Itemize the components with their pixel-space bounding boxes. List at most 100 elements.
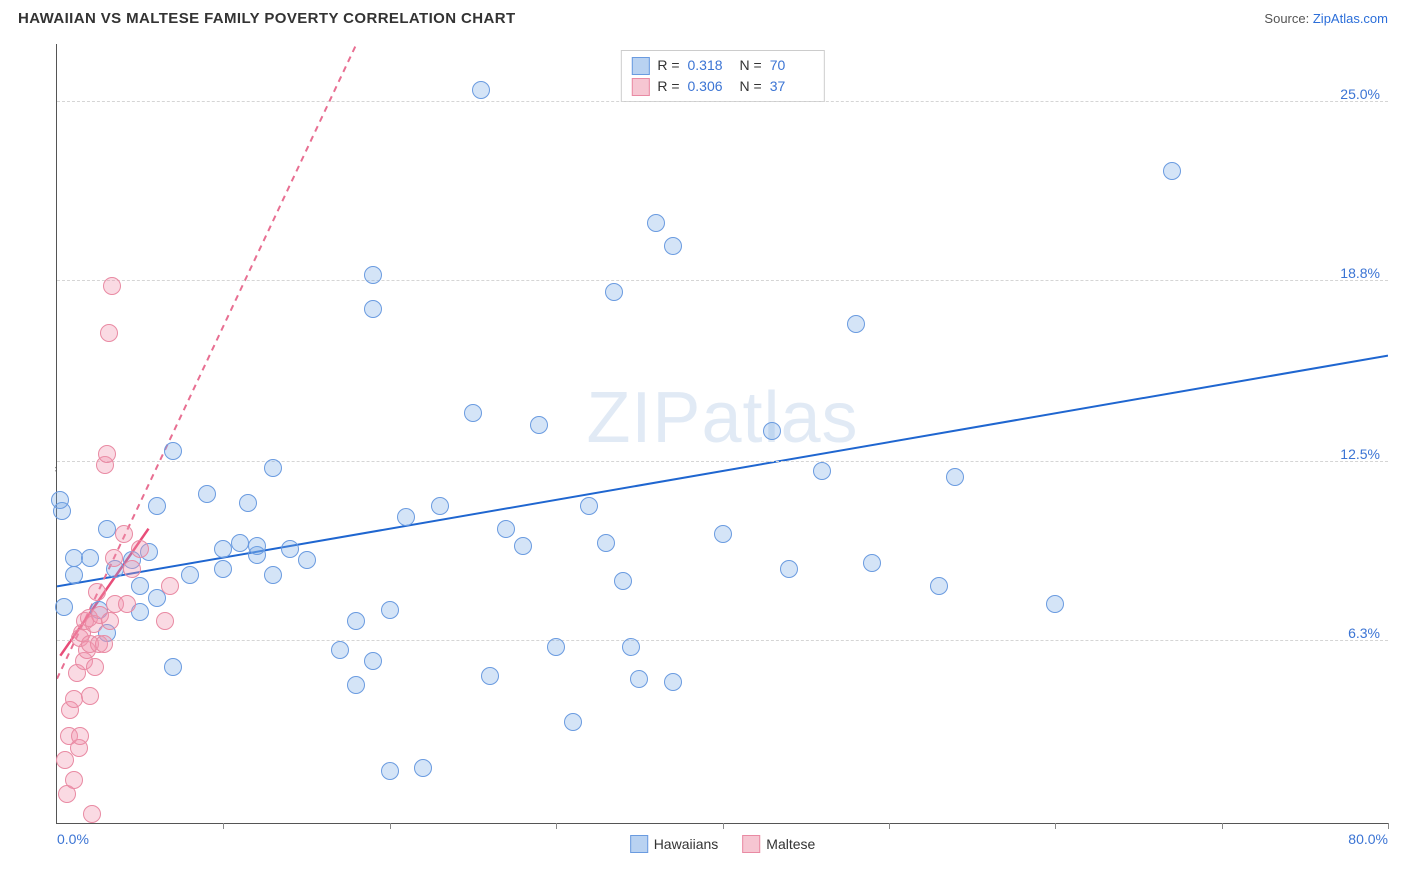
data-point bbox=[239, 494, 257, 512]
data-point bbox=[714, 525, 732, 543]
x-tick bbox=[556, 823, 557, 829]
data-point bbox=[397, 508, 415, 526]
stats-row: R =0.318N =70 bbox=[631, 55, 813, 76]
data-point bbox=[347, 612, 365, 630]
data-point bbox=[347, 676, 365, 694]
x-min-label: 0.0% bbox=[57, 831, 89, 847]
gridline bbox=[57, 280, 1388, 281]
data-point bbox=[381, 762, 399, 780]
data-point bbox=[65, 549, 83, 567]
data-point bbox=[161, 577, 179, 595]
data-point bbox=[381, 601, 399, 619]
data-point bbox=[86, 658, 104, 676]
source-attribution: Source: ZipAtlas.com bbox=[1264, 11, 1388, 26]
data-point bbox=[530, 416, 548, 434]
data-point bbox=[231, 534, 249, 552]
chart-title: HAWAIIAN VS MALTESE FAMILY POVERTY CORRE… bbox=[18, 10, 516, 27]
data-point bbox=[95, 635, 113, 653]
data-point bbox=[514, 537, 532, 555]
data-point bbox=[131, 577, 149, 595]
gridline bbox=[57, 101, 1388, 102]
data-point bbox=[481, 667, 499, 685]
legend-item: Maltese bbox=[742, 835, 815, 853]
x-tick bbox=[889, 823, 890, 829]
data-point bbox=[81, 549, 99, 567]
gridline bbox=[57, 640, 1388, 641]
data-point bbox=[156, 612, 174, 630]
data-point bbox=[472, 81, 490, 99]
data-point bbox=[946, 468, 964, 486]
data-point bbox=[214, 560, 232, 578]
data-point bbox=[664, 673, 682, 691]
x-tick bbox=[390, 823, 391, 829]
data-point bbox=[100, 324, 118, 342]
legend-swatch bbox=[742, 835, 760, 853]
data-point bbox=[597, 534, 615, 552]
data-point bbox=[414, 759, 432, 777]
data-point bbox=[547, 638, 565, 656]
y-tick-label: 25.0% bbox=[1340, 86, 1380, 102]
data-point bbox=[248, 537, 266, 555]
x-max-label: 80.0% bbox=[1348, 831, 1388, 847]
x-tick bbox=[1222, 823, 1223, 829]
y-tick-label: 6.3% bbox=[1348, 625, 1380, 641]
data-point bbox=[181, 566, 199, 584]
y-tick-label: 18.8% bbox=[1340, 265, 1380, 281]
data-point bbox=[331, 641, 349, 659]
data-point bbox=[264, 459, 282, 477]
data-point bbox=[65, 566, 83, 584]
data-point bbox=[115, 525, 133, 543]
legend-swatch bbox=[630, 835, 648, 853]
data-point bbox=[101, 612, 119, 630]
data-point bbox=[164, 442, 182, 460]
data-point bbox=[88, 583, 106, 601]
legend-item: Hawaiians bbox=[630, 835, 719, 853]
data-point bbox=[105, 549, 123, 567]
data-point bbox=[164, 658, 182, 676]
data-point bbox=[118, 595, 136, 613]
data-point bbox=[564, 713, 582, 731]
data-point bbox=[464, 404, 482, 422]
data-point bbox=[664, 237, 682, 255]
data-point bbox=[214, 540, 232, 558]
source-link[interactable]: ZipAtlas.com bbox=[1313, 11, 1388, 26]
data-point bbox=[580, 497, 598, 515]
data-point bbox=[497, 520, 515, 538]
x-tick bbox=[723, 823, 724, 829]
data-point bbox=[65, 690, 83, 708]
data-point bbox=[863, 554, 881, 572]
data-point bbox=[813, 462, 831, 480]
data-point bbox=[98, 445, 116, 463]
data-point bbox=[148, 497, 166, 515]
data-point bbox=[81, 687, 99, 705]
x-tick bbox=[1055, 823, 1056, 829]
data-point bbox=[364, 652, 382, 670]
plot-area: ZIPatlas R =0.318N =70R =0.306N =37 Hawa… bbox=[56, 44, 1388, 824]
data-point bbox=[65, 771, 83, 789]
data-point bbox=[647, 214, 665, 232]
legend-swatch bbox=[631, 78, 649, 96]
data-point bbox=[431, 497, 449, 515]
stats-row: R =0.306N =37 bbox=[631, 76, 813, 97]
data-point bbox=[298, 551, 316, 569]
data-point bbox=[622, 638, 640, 656]
data-point bbox=[847, 315, 865, 333]
x-tick bbox=[1388, 823, 1389, 829]
data-point bbox=[1046, 595, 1064, 613]
data-point bbox=[131, 540, 149, 558]
data-point bbox=[55, 598, 73, 616]
data-point bbox=[1163, 162, 1181, 180]
data-point bbox=[123, 560, 141, 578]
trend-line bbox=[57, 44, 356, 679]
watermark: ZIPatlas bbox=[586, 377, 858, 459]
gridline bbox=[57, 461, 1388, 462]
series-legend: Hawaiians Maltese bbox=[630, 835, 816, 853]
data-point bbox=[605, 283, 623, 301]
data-point bbox=[630, 670, 648, 688]
chart-container: Family Poverty ZIPatlas R =0.318N =70R =… bbox=[18, 44, 1388, 864]
data-point bbox=[930, 577, 948, 595]
data-point bbox=[71, 727, 89, 745]
data-point bbox=[614, 572, 632, 590]
data-point bbox=[264, 566, 282, 584]
data-point bbox=[364, 266, 382, 284]
